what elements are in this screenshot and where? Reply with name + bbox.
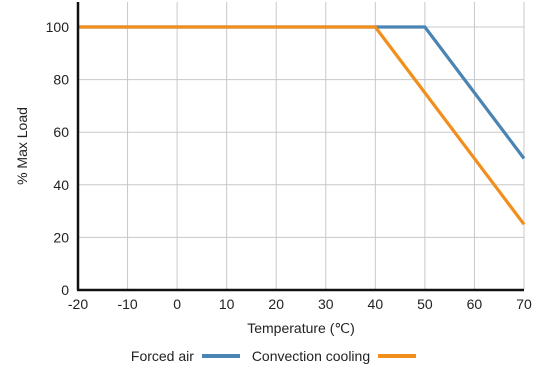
x-tick-label: -20 [68,296,88,312]
x-tick-label: 20 [268,296,284,312]
y-tick-label: 100 [46,19,70,35]
series-line-convection-cooling [78,25,526,226]
y-tick-label: 0 [61,282,69,298]
y-tick-label: 60 [53,124,69,140]
y-axis-title: % Max Load [14,107,30,185]
series-lines [78,25,526,226]
x-tick-label: 40 [368,296,384,312]
x-tick-label: 50 [417,296,433,312]
legend-label-forced-air: Forced air [130,348,194,364]
x-axis-title: Temperature (℃) [247,320,355,336]
x-tick-label: 10 [219,296,235,312]
y-tick-label: 20 [53,229,69,245]
x-tick-label: 30 [318,296,334,312]
y-tick-label: 40 [53,177,69,193]
x-tick-labels: -20 -10 0 10 20 30 40 50 60 70 [68,296,532,312]
x-tick-label: 0 [173,296,181,312]
legend-item-forced-air: Forced air [131,348,240,364]
legend-swatch-convection-cooling [378,354,417,358]
y-tick-label: 80 [53,72,69,88]
y-tick-labels: 0 20 40 60 80 100 [46,19,70,298]
legend-item-convection-cooling: Convection cooling [251,348,417,364]
legend-label-convection-cooling: Convection cooling [251,348,371,364]
legend: Forced air Convection cooling [0,348,547,364]
x-tick-label: 60 [467,296,483,312]
grid-lines [78,2,525,290]
series-line-forced-air [78,25,526,160]
x-tick-label: -10 [117,296,137,312]
x-tick-label: 70 [516,296,532,312]
legend-swatch-forced-air [201,354,240,358]
